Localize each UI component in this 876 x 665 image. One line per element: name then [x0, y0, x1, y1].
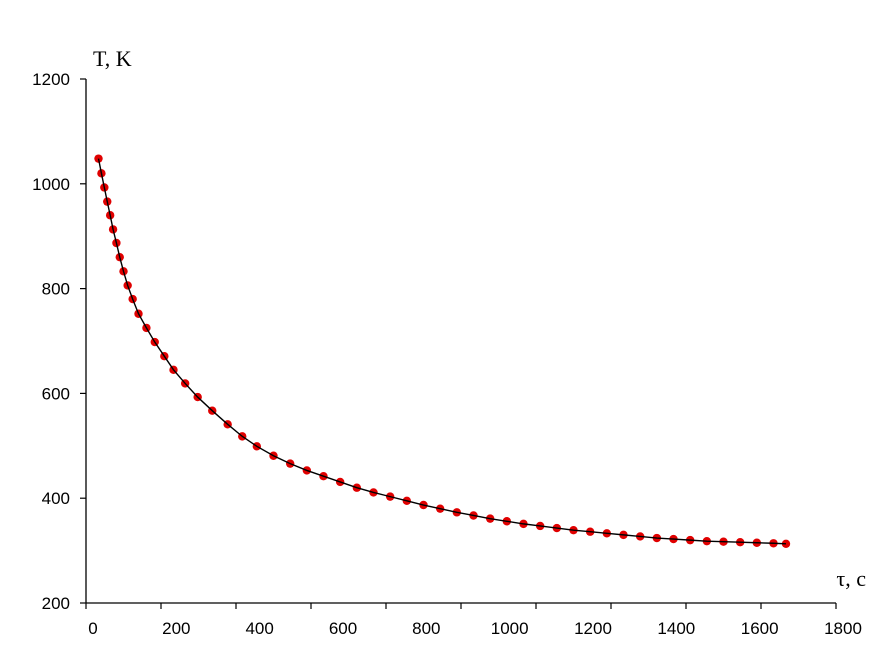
- x-tick-label: 1200: [574, 619, 612, 638]
- x-tick-label: 800: [412, 619, 440, 638]
- y-tick-label: 600: [42, 384, 70, 403]
- axes: [85, 79, 836, 604]
- ticks: 0 200 400 600 800 1000 1200 1400 1600 1800 200 400 6…: [32, 70, 862, 638]
- y-tick-label: 1000: [32, 175, 70, 194]
- plot-area: [94, 154, 791, 548]
- x-tick-label: 0: [88, 619, 97, 638]
- y-tick-label: 200: [42, 594, 70, 613]
- y-tick-label: 800: [42, 280, 70, 299]
- fit-line: [97, 158, 787, 545]
- x-tick-label: 200: [162, 619, 190, 638]
- x-axis-title: τ, с: [836, 566, 866, 591]
- y-axis-title: T, K: [93, 46, 132, 71]
- y-tick-label: 400: [42, 489, 70, 508]
- x-tick-label: 400: [245, 619, 273, 638]
- x-tick-label: 1600: [741, 619, 779, 638]
- y-tick-label: 1200: [32, 70, 70, 89]
- x-tick-label: 1000: [491, 619, 529, 638]
- x-tick-label: 600: [329, 619, 357, 638]
- data-point: [94, 154, 103, 163]
- x-tick-label: 1400: [657, 619, 695, 638]
- x-tick-label: 1800: [824, 619, 862, 638]
